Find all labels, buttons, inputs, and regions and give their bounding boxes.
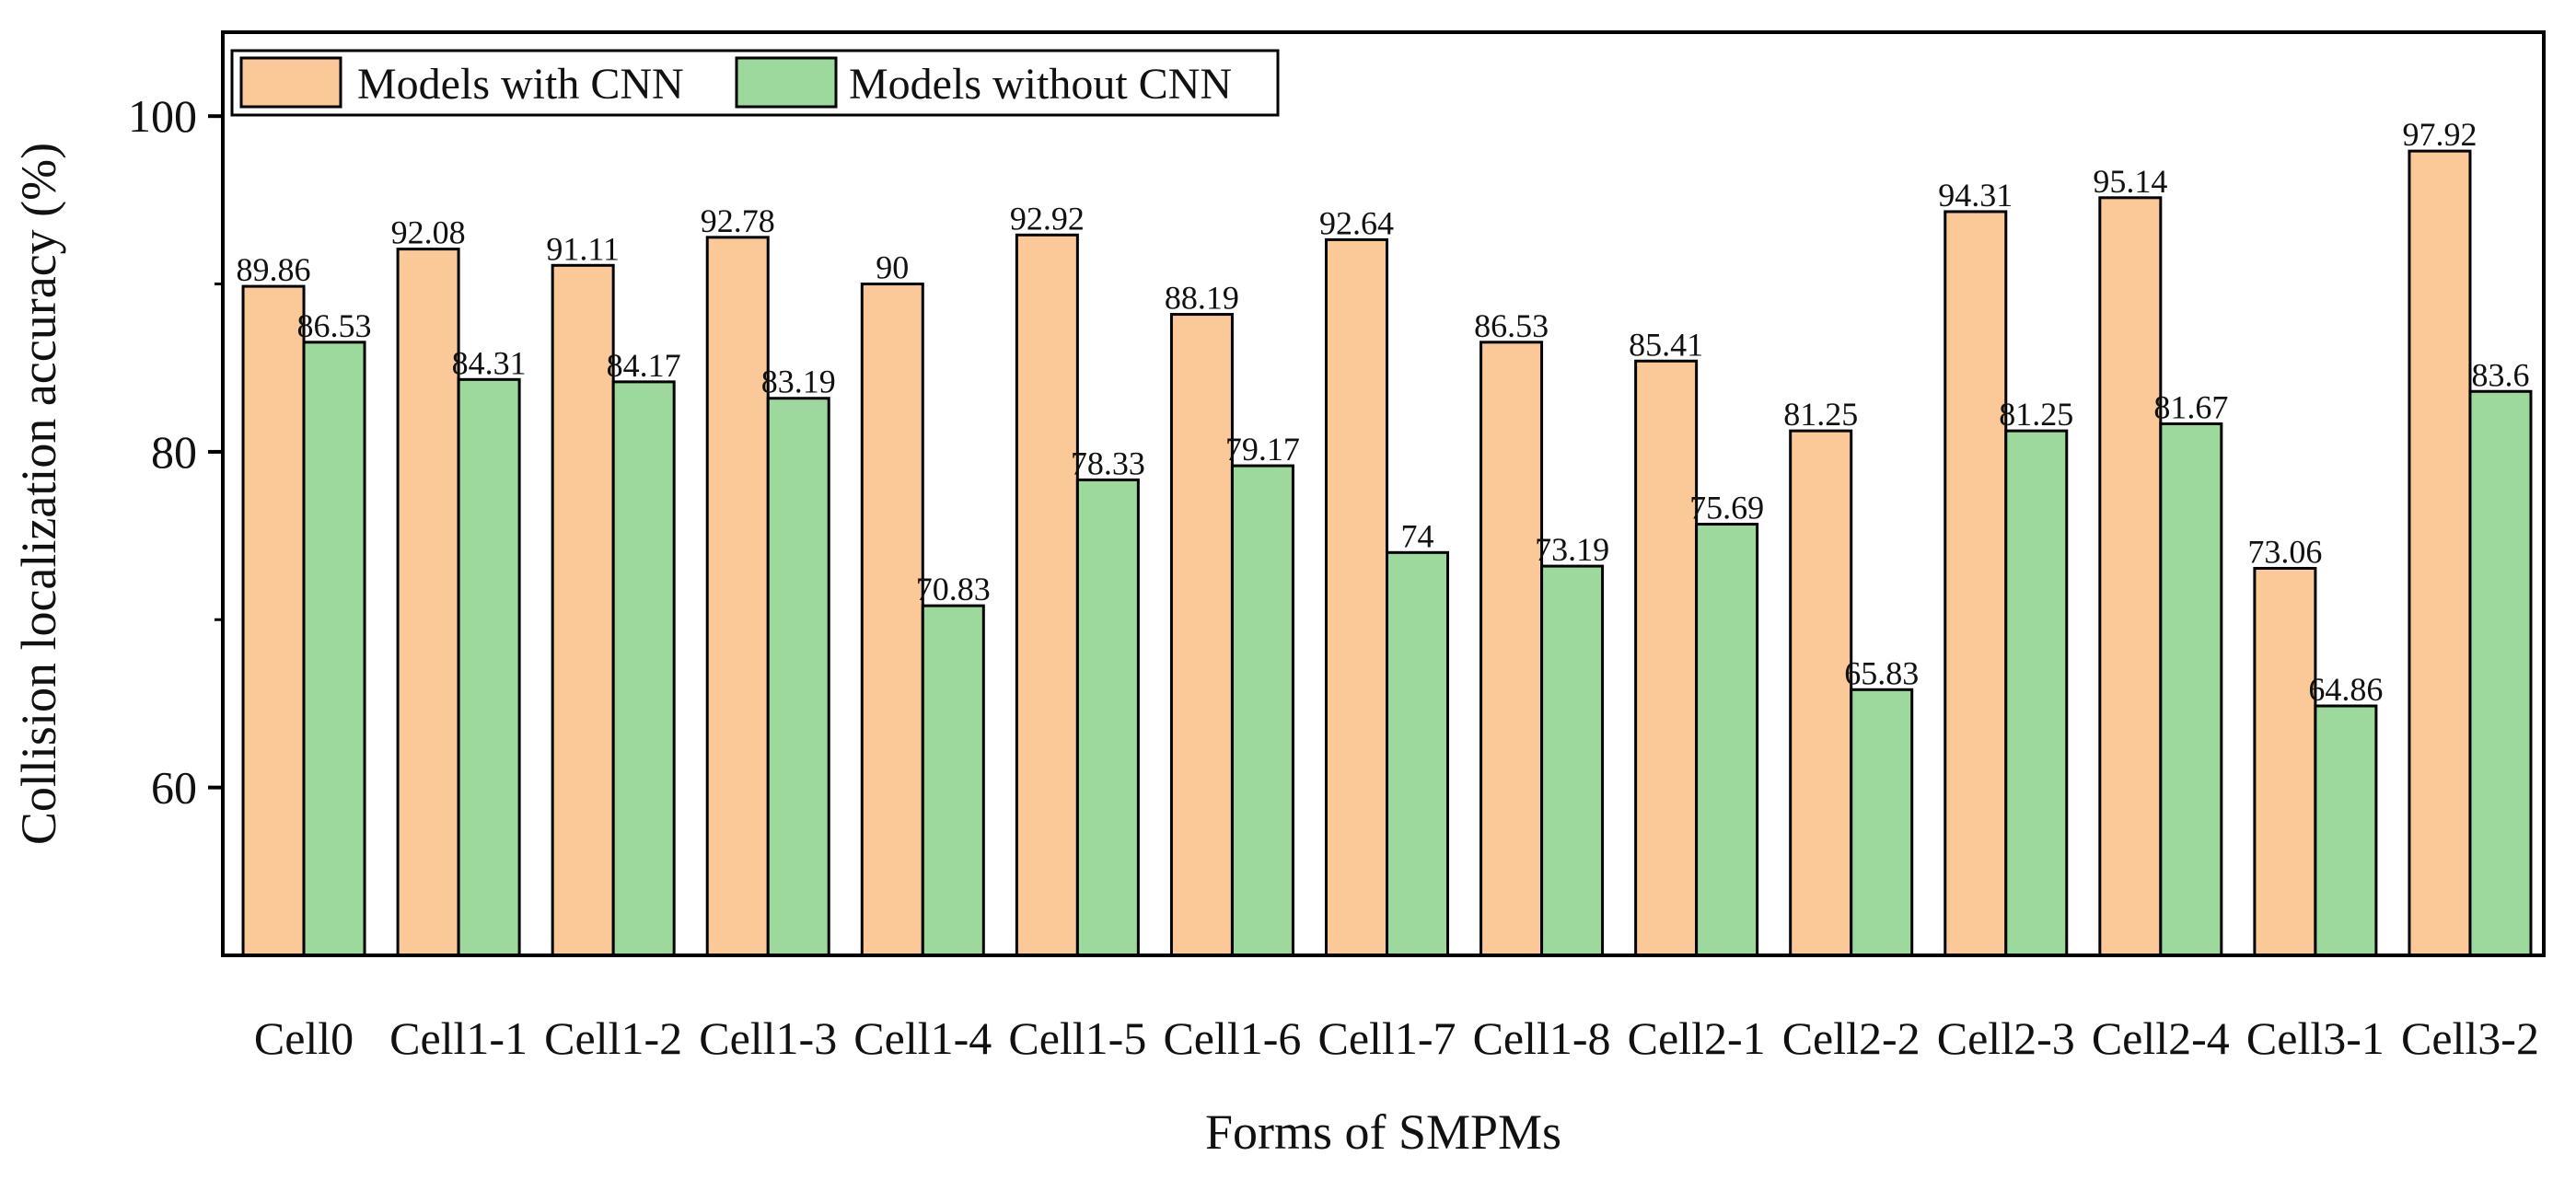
bar-without-cnn-cell1-2 [611, 380, 676, 957]
bar-with-cnn-cell1-6 [1169, 313, 1234, 957]
bar-without-cnn-cell1-3 [766, 397, 830, 957]
bar-without-cnn-cell0 [302, 341, 366, 957]
bars-group [241, 149, 2533, 957]
data-label-with-cnn-cell1-2: 91.11 [546, 230, 620, 267]
data-label-without-cnn-cell1-5: 78.33 [1071, 445, 1145, 481]
data-label-without-cnn-cell3-2: 83.6 [2471, 356, 2529, 393]
bar-with-cnn-cell1-5 [1015, 233, 1079, 957]
bar-with-cnn-cell2-2 [1789, 429, 1853, 957]
bar-with-cnn-cell3-2 [2408, 149, 2472, 957]
data-label-with-cnn-cell2-2: 81.25 [1783, 396, 1858, 433]
x-tick-label-cell1-5: Cell1-5 [1008, 1012, 1146, 1064]
data-label-without-cnn-cell2-2: 65.83 [1844, 654, 1919, 691]
x-tick-label-cell1-3: Cell1-3 [699, 1012, 837, 1064]
data-label-without-cnn-cell2-4: 81.67 [2153, 388, 2228, 425]
y-tick-label: 100 [128, 90, 197, 142]
x-tick-label-cell1-4: Cell1-4 [853, 1012, 992, 1064]
bar-without-cnn-cell2-4 [2159, 422, 2223, 957]
x-axis-title: Forms of SMPMs [1205, 1104, 1561, 1160]
data-label-without-cnn-cell2-3: 81.25 [1999, 396, 2073, 433]
legend-swatch-with-cnn [239, 56, 342, 109]
data-label-without-cnn-cell1-7: 74 [1401, 517, 1434, 554]
data-label-with-cnn-cell1-3: 92.78 [701, 202, 775, 239]
data-label-with-cnn-cell2-4: 95.14 [2093, 163, 2167, 200]
bar-with-cnn-cell1-2 [551, 263, 615, 957]
data-label-without-cnn-cell1-2: 84.17 [607, 347, 681, 384]
y-tick-label: 60 [151, 762, 197, 814]
x-tick-label-cell3-2: Cell3-2 [2401, 1012, 2539, 1064]
bar-with-cnn-cell1-1 [396, 248, 460, 957]
data-label-with-cnn-cell3-2: 97.92 [2402, 116, 2477, 153]
x-tick-label-cell0: Cell0 [254, 1012, 354, 1064]
data-label-with-cnn-cell0: 89.86 [237, 251, 311, 288]
x-axis: Cell0 Cell1-1 Cell1-2 Cell1-3 Cell1-4 Cell1-5… [254, 1012, 2539, 1064]
bar-without-cnn-cell1-6 [1230, 464, 1294, 957]
bar-with-cnn-cell2-4 [2098, 196, 2163, 957]
x-tick-label-cell1-2: Cell1-2 [544, 1012, 682, 1064]
legend-label-with-cnn: Models with CNN [357, 60, 684, 109]
data-label-without-cnn-cell1-6: 79.17 [1225, 431, 1300, 468]
legend: Models with CNN Models without CNN [230, 49, 1280, 117]
data-labels-group: 89.86 86.53 92.08 84.31 91.11 84.17 92.78 83.19… [237, 116, 2530, 708]
data-label-without-cnn-cell1-1: 84.31 [452, 344, 527, 381]
x-tick-label-cell2-2: Cell2-2 [1782, 1012, 1920, 1064]
bar-with-cnn-cell0 [241, 284, 306, 957]
data-label-with-cnn-cell1-8: 86.53 [1474, 307, 1549, 344]
data-label-without-cnn-cell2-1: 75.69 [1689, 490, 1764, 526]
bar-with-cnn-cell1-4 [860, 283, 924, 957]
data-label-with-cnn-cell1-4: 90 [876, 249, 909, 286]
data-label-without-cnn-cell0: 86.53 [297, 307, 372, 344]
bar-without-cnn-cell3-2 [2468, 389, 2533, 957]
data-label-with-cnn-cell1-6: 88.19 [1165, 280, 1239, 317]
data-label-without-cnn-cell1-3: 83.19 [761, 364, 836, 400]
data-label-with-cnn-cell2-1: 85.41 [1629, 326, 1703, 363]
x-tick-label-cell2-1: Cell2-1 [1628, 1012, 1766, 1064]
data-label-without-cnn-cell3-1: 64.86 [2308, 671, 2383, 708]
bar-without-cnn-cell1-5 [1075, 478, 1140, 957]
bar-without-cnn-cell1-4 [921, 604, 985, 957]
bar-with-cnn-cell2-3 [1944, 210, 2008, 957]
x-tick-label-cell1-8: Cell1-8 [1473, 1012, 1611, 1064]
data-label-with-cnn-cell1-5: 92.92 [1010, 200, 1085, 237]
data-label-without-cnn-cell1-8: 73.19 [1535, 531, 1609, 568]
bar-without-cnn-cell1-8 [1540, 564, 1605, 957]
data-label-with-cnn-cell3-1: 73.06 [2247, 533, 2322, 570]
x-tick-label-cell2-3: Cell2-3 [1937, 1012, 2075, 1064]
legend-swatch-without-cnn [735, 56, 838, 109]
y-axis-title: Collision localization accuracy (%) [11, 143, 66, 845]
x-tick-label-cell1-7: Cell1-7 [1318, 1012, 1456, 1064]
x-tick-label-cell1-1: Cell1-1 [389, 1012, 528, 1064]
x-tick-label-cell2-4: Cell2-4 [2092, 1012, 2230, 1064]
y-axis: 60 80 100 [128, 90, 223, 814]
bar-without-cnn-cell2-3 [2004, 429, 2069, 957]
data-label-without-cnn-cell1-4: 70.83 [916, 571, 991, 607]
data-label-with-cnn-cell1-7: 92.64 [1319, 204, 1394, 241]
legend-label-without-cnn: Models without CNN [849, 60, 1232, 109]
bar-with-cnn-cell1-8 [1479, 341, 1544, 957]
bar-without-cnn-cell1-7 [1386, 550, 1449, 957]
data-label-with-cnn-cell1-1: 92.08 [391, 214, 466, 251]
x-tick-label-cell1-6: Cell1-6 [1163, 1012, 1301, 1064]
bar-with-cnn-cell1-3 [705, 236, 770, 957]
bar-without-cnn-cell2-2 [1850, 688, 1914, 957]
bar-without-cnn-cell3-1 [2314, 704, 2378, 957]
data-label-with-cnn-cell2-3: 94.31 [1938, 177, 2013, 214]
bar-with-cnn-cell1-7 [1325, 237, 1388, 957]
bar-with-cnn-cell3-1 [2253, 566, 2317, 957]
bar-without-cnn-cell1-1 [457, 377, 521, 957]
x-tick-label-cell3-1: Cell3-1 [2246, 1012, 2385, 1064]
bar-without-cnn-cell2-1 [1695, 523, 1759, 957]
bar-with-cnn-cell2-1 [1634, 359, 1699, 957]
plot-frame [221, 30, 2546, 957]
y-tick-label: 80 [151, 426, 197, 478]
